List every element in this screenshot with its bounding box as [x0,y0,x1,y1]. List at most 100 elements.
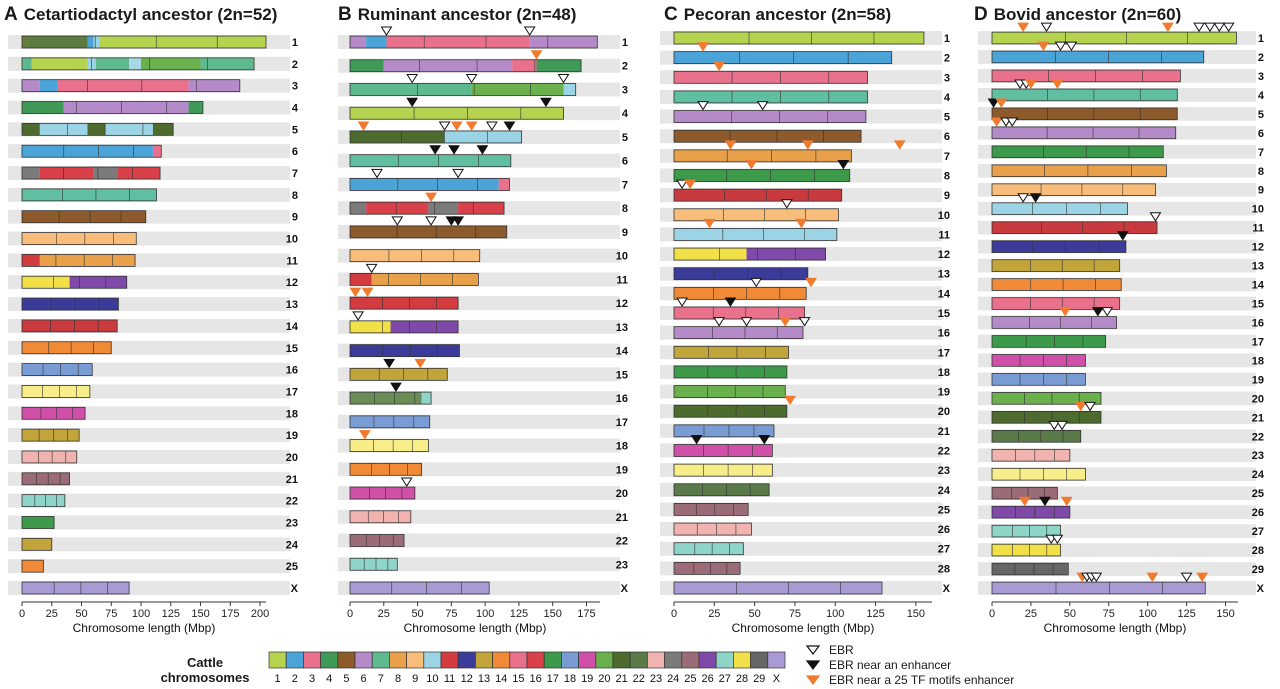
palette-swatch [681,651,700,669]
ebr-marker [780,199,793,209]
x-tick-label: 0 [989,608,995,620]
palette-swatch [475,651,493,669]
chromosome-segment [99,36,267,48]
chromosome-row: 22 [660,435,950,458]
chromosome-label: 15 [938,308,950,320]
ebr-marker [450,121,463,131]
chromosome-label: 2 [1258,52,1264,64]
chromosome-row: 27 [978,524,1264,538]
chromosome-label: 15 [286,343,298,355]
chromosome-outline [991,126,1177,140]
palette-swatch [337,651,356,669]
chromosome-outline [991,429,1082,443]
chromosome-outline [21,581,130,595]
chromosome-outline [673,326,804,340]
chromosome-row: 4 [8,100,299,115]
chromosome-label: 1 [1258,33,1264,45]
chromosome-row: 7 [338,168,628,192]
chromosome-segment [674,208,839,221]
chromosome-segment [674,523,752,536]
chromosome-segment [22,560,44,573]
chromosome-outline [673,542,744,556]
chromosome-outline [991,543,1061,557]
chromosome-row: 13 [660,266,950,281]
chromosome-segment [350,320,391,333]
panel-d-letter: D [974,4,988,25]
chromosome-segment [674,582,883,594]
row-band [8,493,290,508]
chromosome-label: 29 [1252,564,1264,576]
ebr-marker [371,168,383,179]
chromosome-label: 1 [292,37,298,49]
chromosome-outline [673,228,838,241]
chromosome-segment [992,354,1086,367]
ebr-marker [476,145,489,155]
chromosome-row: 21 [8,471,298,486]
chromosome-outline [673,90,868,104]
ebr-marker [1025,79,1037,89]
chromosome-label: 2 [292,59,298,71]
marker-legend: EBR EBR near an enhancer EBR near a 25 T… [805,642,1014,687]
chromosome-label: 18 [938,367,950,379]
chromosome-outline [21,537,53,551]
chromosome-row: 2 [978,41,1264,64]
chromosome-row: 8 [660,160,950,183]
x-tick-label: 100 [132,608,150,620]
ebr-marker [1006,117,1019,127]
ebr-marker [465,121,478,131]
ebr-marker [987,98,1000,108]
chromosome-outline [349,178,510,191]
x-tick-label: 150 [907,608,925,620]
palette-swatch [457,651,476,669]
chromosome-label: 25 [938,504,950,516]
chromosome-outline [991,562,1069,576]
chromosome-segment [350,178,499,191]
chromosome-outline [991,505,1071,519]
palette-label: 26 [701,673,713,685]
palette-swatch [354,651,373,669]
chromosome-row: 3 [8,78,298,93]
chromosome-outline [349,225,508,239]
palette-label: 13 [478,673,490,685]
ebr-marker [1196,572,1209,583]
palette-swatch [595,651,614,669]
chromosome-label: 18 [286,408,298,420]
legend-title-line2: chromosomes [160,670,250,685]
chromosome-label: 23 [286,517,298,529]
chromosome-row: 17 [660,345,950,360]
x-tick-label: 25 [708,608,720,620]
ebr-marker [530,50,543,60]
chromosome-segment [674,32,924,44]
chromosome-outline [673,70,868,84]
chromosome-segment [350,392,422,405]
chromosome-label: 26 [938,524,950,536]
chromosome-segment [39,79,58,92]
chromosome-segment [57,79,189,92]
chromosome-label: 4 [292,103,299,115]
chromosome-outline [673,345,789,359]
chromosome-label: 20 [1252,393,1264,405]
chromosome-outline [673,483,770,497]
palette-swatch [629,651,648,669]
chromosome-label: 5 [292,124,298,136]
chromosome-row: 16 [8,362,298,377]
ebr-marker [1039,496,1051,507]
chromosome-label: 21 [1252,412,1264,424]
chromosome-outline [991,69,1181,83]
x-tick-label: 50 [1064,608,1076,620]
ebr-marker [1074,401,1087,412]
chromosome-segment [350,368,448,381]
palette-label: 18 [564,673,576,685]
chromosome-row: 21 [338,509,628,524]
chromosome-row: 15 [8,340,298,355]
chromosome-row: 20 [660,395,950,419]
panel-b-title: B Ruminant ancestor (2n=48) [338,4,576,26]
chromosome-segment [22,210,146,223]
palette-label: 2 [292,673,298,685]
chromosome-label: 15 [1252,299,1264,311]
chromosome-outline [21,450,78,464]
chromosome-segment [529,36,598,48]
chromosome-label: 20 [286,452,298,464]
chromosome-label: 22 [286,496,298,508]
x-tick-label: 125 [1177,608,1195,620]
